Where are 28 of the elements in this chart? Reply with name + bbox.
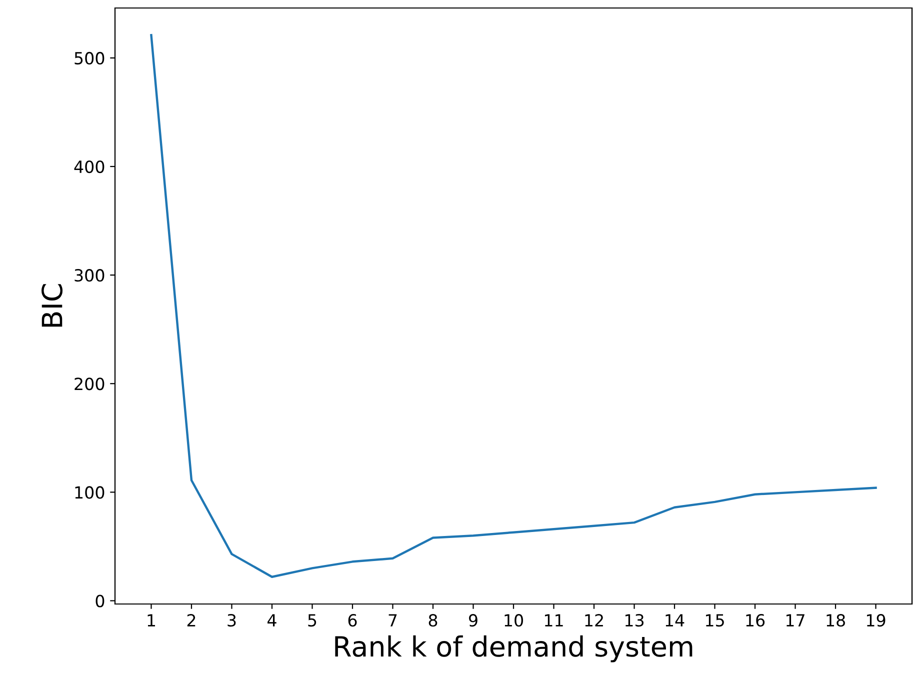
x-tick-label: 18 — [826, 614, 845, 627]
x-tick-label: 13 — [625, 614, 644, 627]
y-tick-label: 300 — [74, 269, 104, 282]
x-tick-label: 10 — [504, 614, 523, 627]
y-axis-title: BIC — [42, 284, 63, 327]
x-tick-label: 6 — [348, 614, 357, 627]
x-tick-label: 8 — [428, 614, 438, 627]
x-tick-label: 4 — [268, 614, 276, 626]
y-tick-label: 500 — [74, 52, 104, 65]
x-tick-label: 19 — [867, 614, 886, 627]
x-tick-label: 7 — [388, 614, 397, 626]
y-tick-label: 200 — [74, 378, 104, 390]
x-tick-label: 1 — [148, 614, 155, 626]
y-tick-label: 100 — [75, 486, 104, 499]
x-tick-label: 15 — [706, 614, 724, 627]
x-axis-title: Rank k of demand system — [335, 635, 692, 662]
x-tick-label: 3 — [228, 614, 236, 627]
x-tick-label: 5 — [308, 614, 316, 627]
x-tick-label: 16 — [746, 614, 765, 627]
x-tick-label: 17 — [786, 614, 804, 626]
line-series — [150, 34, 877, 578]
x-tick-label: 14 — [666, 614, 684, 626]
y-tick-label: 0 — [96, 594, 104, 608]
x-tick-label: 12 — [585, 614, 603, 626]
x-tick-label: 9 — [468, 614, 478, 627]
y-tick-label: 400 — [74, 160, 104, 174]
x-tick-label: 11 — [544, 614, 563, 626]
x-tick-label: 2 — [187, 614, 196, 626]
